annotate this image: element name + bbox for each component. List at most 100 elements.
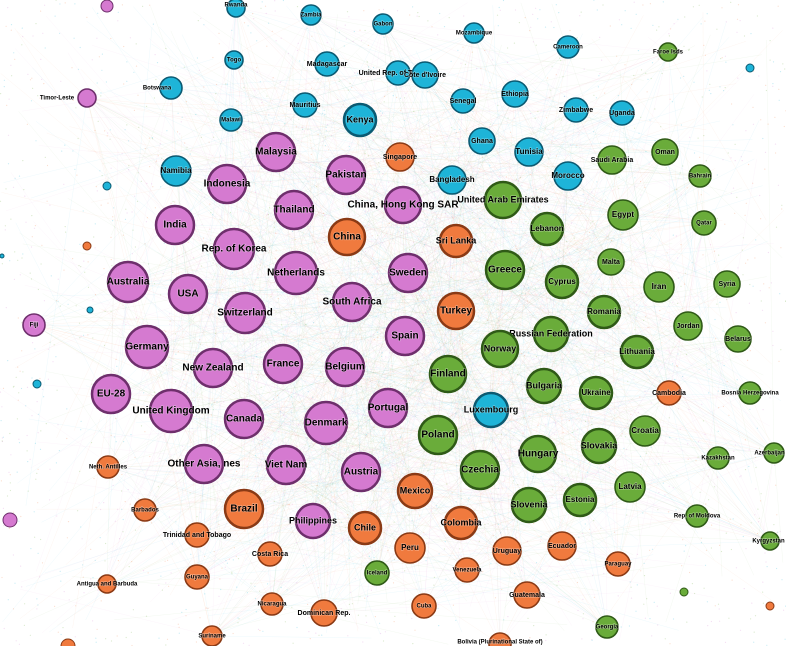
node-hongkong[interactable]: China, Hong Kong SAR (347, 185, 460, 225)
node-malaysia[interactable]: Malaysia (255, 131, 298, 173)
node-tunisia[interactable]: Tunisia (514, 137, 544, 167)
node-dominican[interactable]: Dominican Rep. (297, 599, 351, 627)
node-cote[interactable]: Côte d'Ivoire (403, 61, 447, 89)
node-luxembourg[interactable]: Luxembourg (463, 391, 519, 429)
node-antigua[interactable]: Antigua and Barbuda (76, 574, 139, 594)
node-brazil[interactable]: Brazil (223, 488, 265, 530)
node-malawi[interactable]: Malawi (219, 108, 243, 132)
node-spain[interactable]: Spain (384, 315, 426, 357)
node-senegal[interactable]: Senegal (449, 88, 477, 114)
node-otherasia[interactable]: Other Asia, nes (167, 443, 242, 485)
node-qatar[interactable]: Qatar (691, 210, 717, 236)
node-iran[interactable]: Iran (643, 271, 675, 303)
node-nethantilles[interactable]: Neth. Antilles (88, 455, 128, 479)
node-mozambique[interactable]: Mozambique (455, 22, 493, 44)
node-malta[interactable]: Malta (597, 248, 625, 276)
node-chile[interactable]: Chile (347, 510, 383, 546)
node-philippines[interactable]: Philippines (288, 502, 338, 540)
node-kyrgyzstan[interactable]: Kyrgyzstan (752, 531, 786, 551)
node-netherlands[interactable]: Netherlands (267, 250, 326, 296)
node-czechia[interactable]: Czechia (459, 449, 501, 491)
node-syria[interactable]: Syria (713, 270, 741, 298)
node-eu28[interactable]: EU-28 (90, 373, 132, 415)
node-canada[interactable]: Canada (223, 398, 265, 440)
node-turkey[interactable]: Turkey (436, 291, 476, 331)
node-newzealand[interactable]: New Zealand (182, 347, 244, 389)
node-estonia[interactable]: Estonia (562, 482, 598, 518)
node-rwanda[interactable]: Rwanda (224, 0, 249, 18)
node-austria[interactable]: Austria (340, 451, 382, 493)
node-bangladesh[interactable]: Bangladesh (429, 165, 475, 195)
node-greece[interactable]: Greece (484, 249, 526, 291)
node-southafrica[interactable]: South Africa (322, 281, 383, 323)
node-tanzania[interactable]: United Rep. of Tanzania (358, 60, 438, 86)
node-norway[interactable]: Norway (480, 329, 520, 369)
node-mexico[interactable]: Mexico (396, 472, 434, 510)
node-lithuania[interactable]: Lithuania (619, 334, 656, 370)
node-switzerland[interactable]: Switzerland (217, 291, 273, 335)
node-finland[interactable]: Finland (428, 354, 468, 394)
node-kazakhstan[interactable]: Kazakhstan (701, 446, 736, 470)
node-singapore[interactable]: Singapore (382, 142, 418, 172)
node-faroe[interactable]: Faroe Isds (652, 42, 684, 62)
node-romania[interactable]: Romania (587, 294, 622, 330)
node-slovakia[interactable]: Slovakia (580, 427, 619, 465)
node-denmark[interactable]: Denmark (303, 400, 348, 446)
node-usa[interactable]: USA (167, 273, 209, 315)
node-jordan[interactable]: Jordan (673, 311, 703, 341)
node-costarica[interactable]: Costa Rica (251, 541, 289, 567)
node-guatemala[interactable]: Guatemala (509, 581, 546, 609)
node-kenya[interactable]: Kenya (342, 102, 378, 138)
node-uganda[interactable]: Uganda (609, 100, 636, 126)
node-timor[interactable]: Timor-Leste (39, 88, 97, 108)
node-pakistan[interactable]: Pakistan (325, 154, 367, 196)
node-fiji[interactable]: Fiji (22, 313, 46, 337)
node-suriname[interactable]: Suriname (198, 625, 227, 646)
node-portugal[interactable]: Portugal (367, 387, 409, 429)
node-russia[interactable]: Russian Federation (509, 315, 593, 353)
node-guyana[interactable]: Guyana (184, 564, 210, 590)
node-ghana[interactable]: Ghana (468, 127, 496, 155)
node-australia[interactable]: Australia (106, 260, 150, 304)
node-belgium[interactable]: Belgium (325, 346, 365, 388)
node-ukraine[interactable]: Ukraine (578, 375, 614, 411)
node-srilanka[interactable]: Sri Lanka (435, 223, 478, 259)
node-bolivia[interactable]: Bolivia (Plurinational State of) (457, 632, 543, 646)
node-barbados[interactable]: Barbados (131, 498, 160, 522)
node-oman[interactable]: Oman (651, 138, 679, 166)
node-uae[interactable]: United Arab Emirates (457, 180, 549, 220)
node-madagascar[interactable]: Madagascar (306, 51, 348, 77)
node-georgia[interactable]: Georgia (595, 615, 620, 639)
node-namibia[interactable]: Namibia (160, 155, 193, 187)
node-morocco[interactable]: Morocco (551, 161, 585, 191)
node-cuba[interactable]: Cuba (411, 593, 437, 619)
node-ecuador[interactable]: Ecuador (547, 531, 577, 561)
node-korea[interactable]: Rep. of Korea (201, 227, 268, 271)
node-peru[interactable]: Peru (394, 532, 426, 564)
node-ethiopia[interactable]: Ethiopia (501, 80, 530, 108)
node-iceland[interactable]: Iceland (364, 560, 390, 586)
node-germany[interactable]: Germany (125, 324, 170, 370)
node-poland[interactable]: Poland (417, 414, 459, 456)
node-sweden[interactable]: Sweden (387, 252, 429, 294)
node-france[interactable]: France (262, 343, 304, 385)
node-croatia[interactable]: Croatia (629, 415, 661, 447)
node-cyprus[interactable]: Cyprus (544, 264, 580, 300)
node-cameroon[interactable]: Cameroon (553, 35, 584, 59)
node-venezuela[interactable]: Venezuela (452, 557, 483, 583)
node-togo[interactable]: Togo (224, 50, 244, 70)
node-thailand[interactable]: Thailand (273, 189, 315, 231)
node-vietnam[interactable]: Viet Nam (264, 444, 308, 486)
node-trinidad[interactable]: Trinidad and Tobago (162, 522, 232, 548)
node-uruguay[interactable]: Uruguay (492, 536, 522, 566)
node-gabon[interactable]: Gabon (372, 13, 394, 35)
node-nicaragua[interactable]: Nicaragua (257, 592, 288, 616)
node-hungary[interactable]: Hungary (517, 434, 559, 474)
node-paraguay[interactable]: Paraguay (604, 551, 633, 577)
node-bahrain[interactable]: Bahrain (688, 164, 712, 188)
node-saudi[interactable]: Saudi Arabia (590, 145, 634, 175)
node-moldova[interactable]: Rep. of Moldova (673, 504, 721, 528)
node-zambia[interactable]: Zambia (300, 4, 323, 26)
node-bosnia[interactable]: Bosnia Herzegovina (721, 381, 780, 405)
node-latvia[interactable]: Latvia (614, 471, 646, 503)
